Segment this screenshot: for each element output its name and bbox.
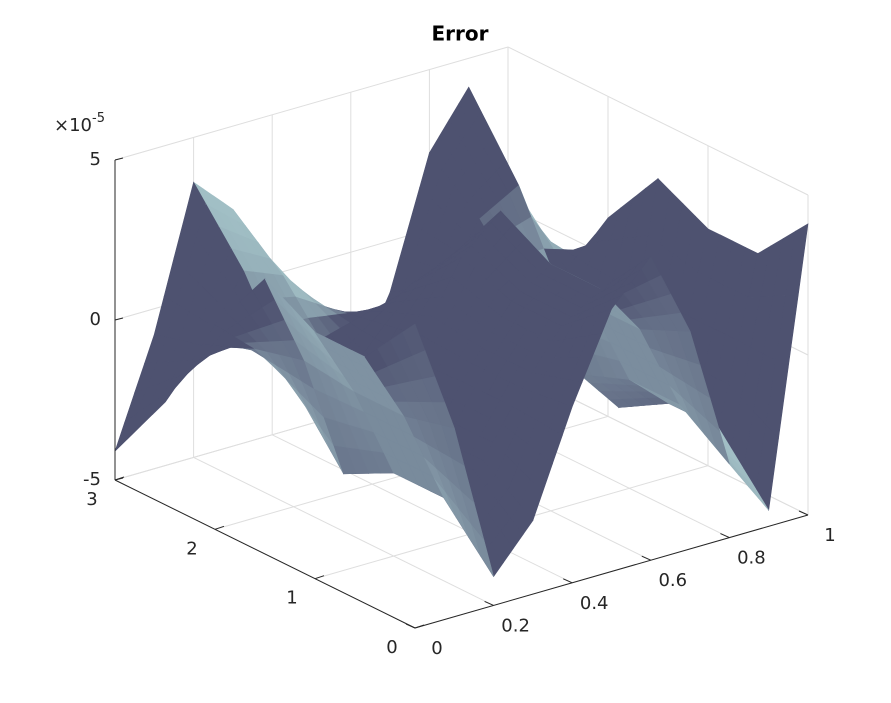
z-multiplier-exponent: -5 — [92, 111, 105, 126]
grid-line — [193, 456, 494, 606]
y-tick — [114, 476, 125, 481]
grid-line — [114, 46, 509, 161]
x-tick-label: 0.4 — [580, 593, 609, 614]
x-tick — [720, 533, 730, 539]
x-tick — [562, 578, 573, 584]
x-tick-label: 0.6 — [658, 570, 687, 591]
z-tick — [114, 157, 124, 161]
grid-line — [271, 434, 573, 584]
x-tick-label: 0 — [431, 638, 442, 659]
x-tick-label: 1 — [824, 525, 835, 546]
y-tick-label: 2 — [186, 538, 197, 559]
z-multiplier: ×10-5 — [54, 111, 105, 137]
x-axis — [414, 514, 809, 629]
z-tick-label: 0 — [90, 309, 101, 330]
x-tick — [405, 623, 416, 629]
y-tick-label: 1 — [286, 588, 297, 609]
x-tick-label: 0.8 — [737, 548, 766, 569]
y-tick — [214, 525, 225, 530]
z-tick-label: -5 — [83, 469, 101, 490]
y-tick — [314, 575, 325, 580]
z-tick — [114, 317, 124, 321]
chart-title: Error — [432, 22, 489, 46]
x-tick — [798, 510, 809, 516]
x-tick — [641, 555, 652, 561]
y-axis — [114, 479, 416, 629]
x-tick-label: 0.2 — [501, 615, 530, 636]
z-multiplier-base: ×10 — [54, 115, 92, 136]
y-tick-label: 3 — [86, 489, 97, 510]
surface-patch — [402, 323, 426, 356]
grid-line — [507, 46, 809, 196]
y-tick-label: 0 — [386, 637, 397, 658]
z-tick-label: 5 — [90, 149, 101, 170]
x-tick — [484, 600, 494, 606]
y-tick — [414, 624, 425, 629]
